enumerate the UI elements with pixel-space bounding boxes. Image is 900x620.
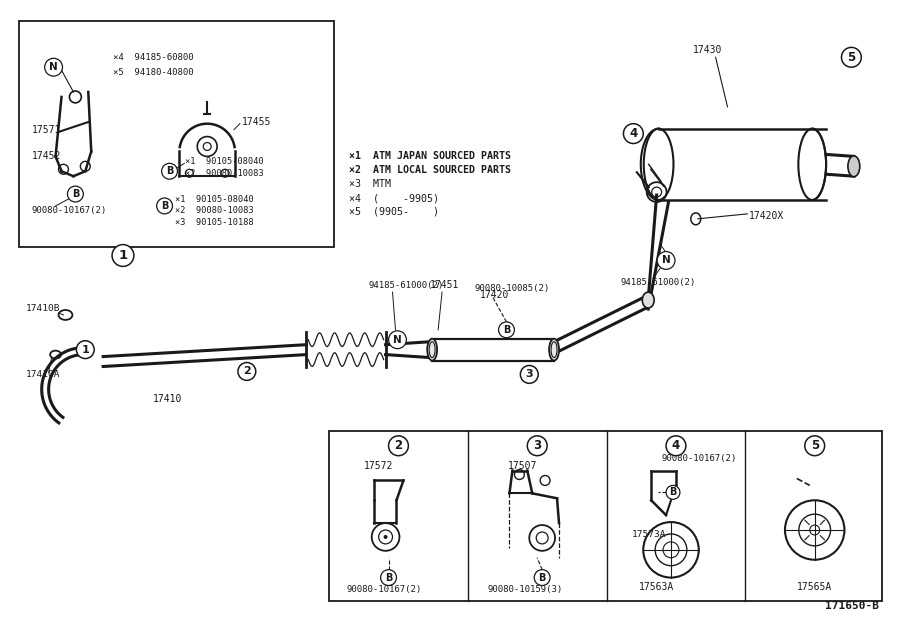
Text: 17507: 17507 <box>508 461 537 471</box>
Circle shape <box>383 535 388 539</box>
Text: B: B <box>166 166 173 176</box>
Text: ×1  90105-08040: ×1 90105-08040 <box>185 157 264 166</box>
Circle shape <box>45 58 62 76</box>
Circle shape <box>624 123 644 143</box>
Circle shape <box>381 570 397 585</box>
Text: 90080-10167(2): 90080-10167(2) <box>32 206 107 215</box>
Text: ×5  94180-40800: ×5 94180-40800 <box>113 68 194 77</box>
Ellipse shape <box>549 339 559 361</box>
Text: ×4  94185-60800: ×4 94185-60800 <box>113 53 194 62</box>
Circle shape <box>520 366 538 383</box>
Text: 17571: 17571 <box>32 125 61 135</box>
Text: 5: 5 <box>847 51 856 64</box>
Circle shape <box>389 436 409 456</box>
Text: B: B <box>538 573 546 583</box>
Text: 17410: 17410 <box>153 394 182 404</box>
Text: 17420: 17420 <box>480 290 509 300</box>
Text: 94185-61000(2): 94185-61000(2) <box>620 278 696 287</box>
Text: ×1  ATM JAPAN SOURCED PARTS: ×1 ATM JAPAN SOURCED PARTS <box>349 151 511 161</box>
Circle shape <box>162 163 177 179</box>
Text: 90080-10159(3): 90080-10159(3) <box>488 585 562 594</box>
Text: ×5  (9905-    ): ×5 (9905- ) <box>349 207 439 217</box>
Ellipse shape <box>428 339 437 361</box>
Text: 17563A: 17563A <box>638 583 674 593</box>
Text: 17451: 17451 <box>430 280 460 290</box>
Text: ×2  90080-10083: ×2 90080-10083 <box>185 169 264 178</box>
Text: ×1  90105-08040: ×1 90105-08040 <box>176 195 254 203</box>
Text: 1: 1 <box>119 249 128 262</box>
Text: ×2  ATM LOCAL SOURCED PARTS: ×2 ATM LOCAL SOURCED PARTS <box>349 166 511 175</box>
Circle shape <box>238 363 256 380</box>
Text: 5: 5 <box>811 440 819 452</box>
Circle shape <box>112 245 134 267</box>
Text: N: N <box>50 62 58 72</box>
Ellipse shape <box>643 292 654 308</box>
Text: 17420X: 17420X <box>750 211 785 221</box>
Text: B: B <box>161 201 168 211</box>
Text: 17430: 17430 <box>693 45 722 55</box>
Circle shape <box>657 252 675 269</box>
Text: B: B <box>72 189 79 199</box>
Text: 2: 2 <box>394 440 402 452</box>
Text: ×4  (    -9905): ×4 ( -9905) <box>349 193 439 203</box>
Circle shape <box>842 47 861 67</box>
Text: B: B <box>385 573 392 583</box>
Circle shape <box>805 436 824 456</box>
Text: ×3  90105-10188: ×3 90105-10188 <box>176 218 254 228</box>
Text: 17573A: 17573A <box>632 531 666 539</box>
Circle shape <box>499 322 515 338</box>
Text: 17572: 17572 <box>364 461 393 471</box>
Circle shape <box>666 485 680 499</box>
Text: 17410A: 17410A <box>26 370 60 379</box>
Text: 3: 3 <box>526 370 533 379</box>
Text: 17452: 17452 <box>32 151 61 161</box>
Text: 17410B: 17410B <box>26 304 60 312</box>
Circle shape <box>389 331 407 348</box>
Text: ×3  MTM: ×3 MTM <box>349 179 391 189</box>
Text: N: N <box>662 255 670 265</box>
Text: 4: 4 <box>671 440 680 452</box>
Circle shape <box>535 570 550 585</box>
Circle shape <box>666 436 686 456</box>
Ellipse shape <box>848 156 860 177</box>
Text: 90080-10085(2): 90080-10085(2) <box>475 284 550 293</box>
Circle shape <box>527 436 547 456</box>
Circle shape <box>68 186 84 202</box>
Text: B: B <box>503 325 510 335</box>
Text: 90080-10167(2): 90080-10167(2) <box>662 454 736 463</box>
Text: 90080-10167(2): 90080-10167(2) <box>346 585 422 594</box>
Text: B: B <box>670 487 677 497</box>
Circle shape <box>157 198 173 214</box>
Text: 4: 4 <box>629 127 637 140</box>
Text: 17455: 17455 <box>242 117 271 126</box>
Text: 94185-61000(2): 94185-61000(2) <box>369 281 444 290</box>
Text: ×2  90080-10083: ×2 90080-10083 <box>176 206 254 215</box>
Text: 1: 1 <box>81 345 89 355</box>
Text: 17565A: 17565A <box>797 583 832 593</box>
Text: 2: 2 <box>243 366 251 376</box>
Text: 3: 3 <box>533 440 541 452</box>
Circle shape <box>76 341 94 358</box>
Text: 171650-B: 171650-B <box>825 601 879 611</box>
Text: N: N <box>393 335 401 345</box>
